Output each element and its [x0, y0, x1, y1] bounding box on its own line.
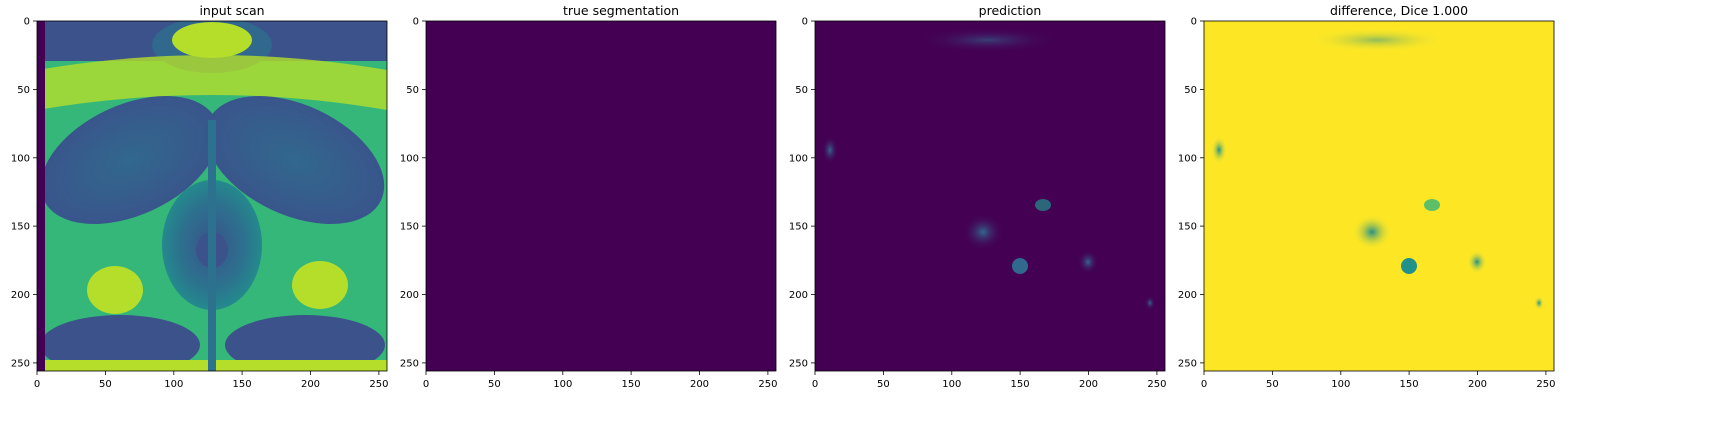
- y-tick-label: 150: [400, 222, 419, 233]
- y-tick-label: 200: [789, 290, 808, 301]
- x-tick-label: 250: [369, 379, 388, 390]
- y-tick-label: 200: [400, 290, 419, 301]
- true-segmentation-plot: 0 50 100 150 200 250 0 50 100 150 200 25…: [400, 17, 778, 391]
- y-tick-label: 100: [400, 153, 419, 164]
- panel-title: true segmentation: [562, 3, 680, 18]
- y-tick-label: 0: [802, 17, 808, 28]
- y-tick-label: 0: [24, 17, 30, 28]
- y-tick-label: 150: [11, 222, 30, 233]
- x-tick-label: 150: [1400, 379, 1419, 390]
- x-tick-label: 0: [1201, 379, 1207, 390]
- x-tick-label: 250: [1147, 379, 1166, 390]
- difference-image: [1204, 21, 1554, 371]
- x-tick-label: 100: [164, 379, 183, 390]
- panel-difference: difference, Dice 1.000: [1167, 0, 1599, 432]
- y-axis: 0 50 100 150 200 250: [400, 17, 426, 369]
- y-tick-label: 100: [1178, 153, 1197, 164]
- x-tick-label: 50: [488, 379, 501, 390]
- y-tick-label: 100: [789, 153, 808, 164]
- panel-title: difference, Dice 1.000: [1329, 3, 1469, 18]
- x-tick-label: 150: [233, 379, 252, 390]
- x-tick-label: 200: [690, 379, 709, 390]
- x-tick-label: 150: [1011, 379, 1030, 390]
- y-tick-label: 200: [1178, 290, 1197, 301]
- panel-true-segmentation: true segmentation 0 50 100 150 200 250: [389, 0, 821, 432]
- y-tick-label: 50: [406, 85, 419, 96]
- y-tick-label: 50: [795, 85, 808, 96]
- x-tick-label: 250: [758, 379, 777, 390]
- x-tick-label: 200: [301, 379, 320, 390]
- scan-image: [37, 21, 387, 371]
- x-tick-label: 250: [1536, 379, 1555, 390]
- difference-plot: 0 50 100 150 200 250 0 50 100 150 200 25…: [1178, 17, 1556, 391]
- x-tick-label: 100: [1331, 379, 1350, 390]
- y-tick-label: 250: [400, 358, 419, 369]
- x-axis: 0 50 100 150 200 250: [423, 371, 777, 390]
- x-tick-label: 200: [1468, 379, 1487, 390]
- y-tick-label: 150: [789, 222, 808, 233]
- panel-title: prediction: [978, 3, 1042, 18]
- x-tick-label: 0: [34, 379, 40, 390]
- y-axis: 0 50 100 150 200 250: [1178, 17, 1204, 369]
- y-tick-label: 200: [11, 290, 30, 301]
- y-tick-label: 250: [11, 358, 30, 369]
- y-axis: 0 50 100 150 200 250: [789, 17, 815, 369]
- y-tick-label: 50: [17, 85, 30, 96]
- x-tick-label: 50: [99, 379, 112, 390]
- y-tick-label: 250: [789, 358, 808, 369]
- panel-prediction: prediction: [778, 0, 1210, 432]
- x-tick-label: 0: [812, 379, 818, 390]
- x-axis: 0 50 100 150 200 250: [812, 371, 1166, 390]
- x-tick-label: 50: [877, 379, 890, 390]
- panel-input-scan: input scan: [0, 0, 432, 432]
- x-tick-label: 100: [553, 379, 572, 390]
- x-axis: 0 50 100 150 200 250: [1201, 371, 1555, 390]
- x-tick-label: 50: [1266, 379, 1279, 390]
- panel-title: input scan: [199, 3, 265, 18]
- input-scan-plot: 0 50 100 150 200 250 0 50 100 150 200 25…: [11, 17, 389, 391]
- x-tick-label: 100: [942, 379, 961, 390]
- y-tick-label: 50: [1184, 85, 1197, 96]
- y-tick-label: 100: [11, 153, 30, 164]
- x-tick-label: 0: [423, 379, 429, 390]
- y-tick-label: 0: [413, 17, 419, 28]
- segmentation-image: [426, 21, 776, 371]
- y-axis: 0 50 100 150 200 250: [11, 17, 37, 369]
- y-tick-label: 250: [1178, 358, 1197, 369]
- x-axis: 0 50 100 150 200 250: [34, 371, 388, 390]
- x-tick-label: 200: [1079, 379, 1098, 390]
- prediction-plot: 0 50 100 150 200 250 0 50 100 150 200 25…: [789, 17, 1167, 391]
- y-tick-label: 0: [1191, 17, 1197, 28]
- x-tick-label: 150: [622, 379, 641, 390]
- prediction-image: [815, 21, 1165, 371]
- y-tick-label: 150: [1178, 222, 1197, 233]
